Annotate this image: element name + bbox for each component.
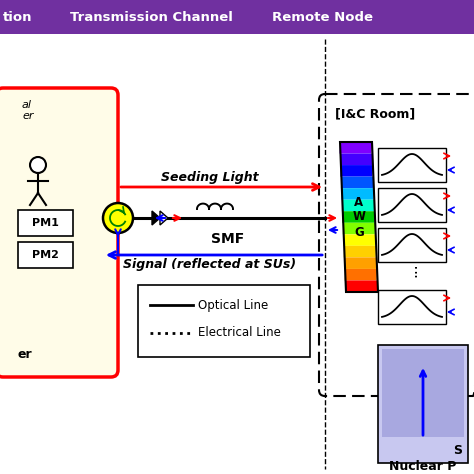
Polygon shape bbox=[345, 269, 377, 281]
Bar bbox=[378, 290, 446, 324]
Text: al: al bbox=[22, 100, 32, 110]
Bar bbox=[18, 242, 73, 268]
Text: Signal (reflected at SUs): Signal (reflected at SUs) bbox=[123, 258, 297, 271]
Text: S: S bbox=[454, 445, 463, 457]
Polygon shape bbox=[152, 211, 160, 225]
Polygon shape bbox=[342, 211, 375, 223]
Bar bbox=[378, 345, 468, 463]
Polygon shape bbox=[341, 188, 374, 200]
Polygon shape bbox=[343, 223, 375, 234]
Text: tion: tion bbox=[3, 10, 33, 24]
Bar bbox=[0, 0, 474, 34]
Bar bbox=[138, 285, 310, 357]
Polygon shape bbox=[160, 211, 168, 225]
Circle shape bbox=[103, 203, 133, 233]
Polygon shape bbox=[340, 154, 373, 165]
Text: Nuclear P: Nuclear P bbox=[389, 459, 456, 473]
Bar bbox=[18, 210, 73, 236]
Text: Seeding Light: Seeding Light bbox=[161, 171, 259, 184]
Text: ...: ... bbox=[404, 263, 419, 277]
Bar bbox=[382, 349, 464, 437]
Bar bbox=[378, 188, 446, 222]
Text: Optical Line: Optical Line bbox=[198, 299, 268, 311]
Text: er: er bbox=[18, 348, 33, 361]
FancyBboxPatch shape bbox=[0, 88, 118, 377]
Text: A
W
G: A W G bbox=[353, 195, 365, 238]
Text: Transmission Channel: Transmission Channel bbox=[70, 10, 233, 24]
Text: PM1: PM1 bbox=[32, 218, 58, 228]
Text: er: er bbox=[22, 111, 34, 121]
Bar bbox=[378, 228, 446, 262]
Text: PM2: PM2 bbox=[32, 250, 58, 260]
Text: [I&C Room]: [I&C Room] bbox=[335, 108, 415, 120]
Polygon shape bbox=[341, 177, 374, 188]
Polygon shape bbox=[345, 281, 377, 292]
Polygon shape bbox=[344, 246, 376, 257]
Polygon shape bbox=[339, 142, 372, 154]
Text: Electrical Line: Electrical Line bbox=[198, 327, 281, 339]
Polygon shape bbox=[342, 200, 374, 211]
Text: Remote Node: Remote Node bbox=[272, 10, 373, 24]
Text: SMF: SMF bbox=[211, 232, 245, 246]
Polygon shape bbox=[343, 234, 376, 246]
Polygon shape bbox=[344, 257, 377, 269]
Polygon shape bbox=[340, 165, 373, 177]
Bar bbox=[378, 148, 446, 182]
Circle shape bbox=[30, 157, 46, 173]
